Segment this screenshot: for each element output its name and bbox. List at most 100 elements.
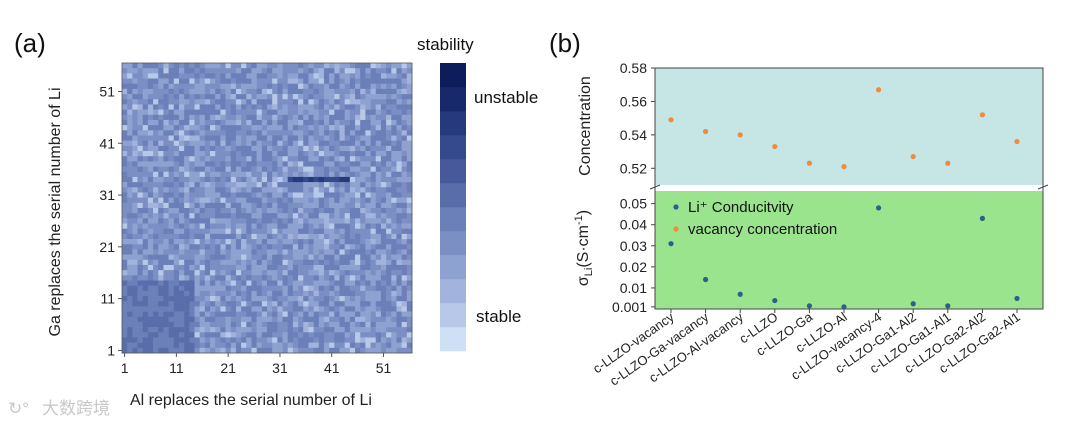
heatmap-cell [189, 151, 195, 157]
heatmap-cell [147, 337, 154, 343]
heatmap-cell [132, 254, 138, 261]
heatmap-cell [147, 114, 154, 121]
heatmap-cell [339, 280, 345, 286]
heatmap-cell [365, 311, 371, 318]
heatmap-cell [194, 151, 200, 157]
heatmap-cell [313, 239, 320, 245]
heatmap-cell [168, 301, 175, 307]
heatmap-cell [334, 337, 340, 343]
heatmap-cell [380, 125, 387, 131]
heatmap-cell [210, 73, 216, 79]
heatmap-cell [277, 130, 283, 136]
heatmap-cell [277, 125, 283, 131]
heatmap-cell [199, 125, 206, 131]
heatmap-cell [204, 171, 211, 178]
heatmap-cell [323, 166, 330, 173]
heatmap-cell [132, 119, 138, 126]
heatmap-cell [323, 114, 330, 121]
heatmap-cell [287, 83, 294, 90]
heatmap-cell [184, 270, 190, 276]
heatmap-cell [313, 270, 320, 276]
heatmap-cell [127, 296, 133, 302]
heatmap-cell [178, 306, 185, 312]
heatmap-cell [163, 218, 169, 224]
heatmap-cell [127, 275, 133, 281]
heatmap-cell [215, 228, 221, 235]
heatmap-cell [329, 306, 335, 312]
heatmap-cell [163, 176, 169, 183]
heatmap-cell [334, 327, 340, 333]
heatmap-cell [349, 223, 356, 230]
heatmap-cell [272, 275, 278, 281]
heatmap-cell [256, 109, 263, 116]
heatmap-cell [313, 347, 320, 354]
heatmap-cell [303, 342, 309, 349]
heatmap-cell [215, 316, 221, 323]
heatmap-cell [391, 233, 397, 240]
heatmap-cell [147, 151, 154, 157]
heatmap-cell [277, 99, 283, 105]
heatmap-cell [230, 254, 237, 261]
heatmap-cell [127, 270, 133, 276]
heatmap-cell [282, 290, 289, 297]
heatmap-cell [396, 99, 402, 105]
heatmap-cell [127, 68, 133, 74]
heatmap-cell [251, 249, 257, 255]
heatmap-cell [127, 192, 133, 198]
heatmap-cell [163, 342, 169, 349]
heatmap-cell [272, 197, 278, 204]
heatmap-cell [132, 202, 138, 209]
heatmap-cell [163, 254, 169, 261]
heatmap-cell [261, 197, 268, 204]
heatmap-cell [282, 176, 289, 183]
heatmap-cell [303, 264, 309, 271]
heatmap-cell [199, 290, 206, 297]
heatmap-cell [298, 264, 304, 271]
heatmap-cell [225, 63, 232, 69]
conductivity-point [841, 304, 847, 310]
heatmap-cell [272, 145, 278, 152]
heatmap-cell [308, 83, 314, 90]
heatmap-cell [173, 135, 180, 141]
heatmap-cell [355, 290, 361, 297]
heatmap-cell [375, 78, 382, 85]
heatmap-cell [272, 151, 278, 157]
heatmap-cell [380, 208, 387, 214]
heatmap-cell [386, 68, 392, 74]
heatmap-cell [225, 171, 232, 178]
heatmap-cell [287, 228, 294, 235]
heatmap-cell [267, 63, 273, 69]
heatmap-cell [396, 187, 402, 193]
heatmap-cell [380, 218, 387, 224]
heatmap-cell [168, 233, 175, 240]
heatmap-cell [241, 166, 247, 173]
bottom-y-tick-label: 0.05 [620, 196, 647, 212]
heatmap-cell [246, 63, 252, 69]
heatmap-cell [344, 125, 351, 131]
heatmap-cell [142, 311, 149, 318]
heatmap-cell [298, 109, 304, 116]
heatmap-cell [173, 213, 180, 219]
heatmap-cell [287, 156, 294, 162]
heatmap-cell [355, 337, 361, 343]
heatmap-cell [173, 342, 180, 349]
heatmap-cell [303, 182, 309, 188]
heatmap-cell [204, 176, 211, 183]
heatmap-cell [375, 259, 382, 266]
heatmap-cell [137, 192, 144, 198]
heatmap-cell [355, 114, 361, 121]
heatmap-cell [215, 151, 221, 157]
heatmap-cell [334, 208, 340, 214]
heatmap-cell [339, 171, 345, 178]
heatmap-cell [168, 249, 175, 255]
heatmap-cell [147, 264, 154, 271]
heatmap-cell [313, 109, 320, 116]
heatmap-cell [401, 130, 408, 136]
heatmap-cell [235, 316, 242, 323]
heatmap-cell [313, 135, 320, 141]
heatmap-cell [360, 151, 366, 157]
heatmap-cell [132, 104, 138, 110]
heatmap-cell [163, 161, 169, 167]
heatmap-cell [396, 321, 402, 328]
